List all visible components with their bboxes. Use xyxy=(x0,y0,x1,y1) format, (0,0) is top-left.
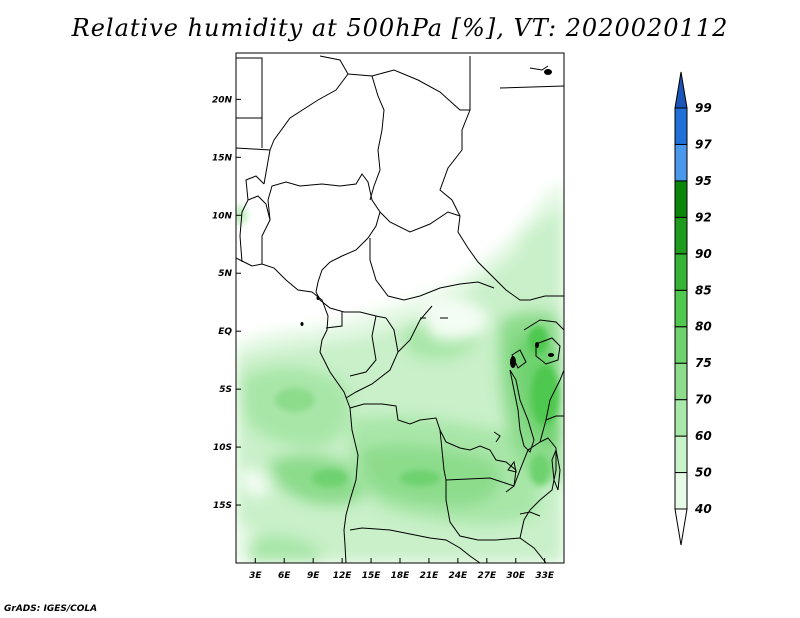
x-tick-label: 21E xyxy=(420,571,440,581)
colorbar-segment xyxy=(674,435,688,474)
colorbar-label: 85 xyxy=(695,283,712,297)
x-tick-label: 12E xyxy=(333,571,353,581)
colorbar-segment xyxy=(674,326,688,364)
colorbar-label: 97 xyxy=(695,137,712,151)
y-tick-label: EQ xyxy=(218,327,232,337)
colorbar-segment xyxy=(674,180,688,218)
x-tick-label: 24E xyxy=(449,571,469,581)
colorbar-segment xyxy=(674,71,688,109)
colorbar-label: 70 xyxy=(695,393,712,407)
colorbar-label: 75 xyxy=(695,356,712,370)
y-tick-label: 10S xyxy=(213,443,232,453)
y-tick-label: 15N xyxy=(212,153,233,163)
x-axis: 3E 6E 9E 12E 15E 18E 21E 24E 27E 30E 33E xyxy=(249,558,555,581)
x-tick-label: 3E xyxy=(249,571,262,581)
colorbar-label: 80 xyxy=(695,320,712,334)
colorbar-segment xyxy=(674,216,688,255)
colorbar-label: 50 xyxy=(695,466,712,480)
colorbar-segment xyxy=(674,107,688,145)
country-borders xyxy=(236,55,564,563)
colorbar-label: 95 xyxy=(695,174,712,188)
y-tick-label: 20N xyxy=(212,95,233,105)
y-tick-label: 15S xyxy=(213,501,232,511)
y-tick-label: 10N xyxy=(212,211,233,221)
colorbar-label: 60 xyxy=(695,429,712,443)
colorbar-segment xyxy=(674,508,688,546)
x-tick-label: 18E xyxy=(391,571,411,581)
grads-credit: GrADS: IGES/COLA xyxy=(4,604,98,614)
colorbar-segment xyxy=(674,362,688,401)
colorbar-segment xyxy=(674,472,688,510)
x-tick-label: 30E xyxy=(506,571,526,581)
colorbar-segment xyxy=(674,253,688,291)
colorbar-segment xyxy=(674,399,688,437)
colorbar: 40 50 60 70 75 80 85 90 92 95 97 99 xyxy=(674,71,712,546)
colorbar-label: 40 xyxy=(694,502,712,516)
colorbar-segment xyxy=(674,289,688,328)
y-axis: 20N 15N 10N 5N EQ 5S 10S 15S xyxy=(212,95,241,511)
x-tick-label: 27E xyxy=(477,571,497,581)
y-tick-label: 5S xyxy=(219,385,232,395)
colorbar-label: 99 xyxy=(695,101,712,115)
lakes xyxy=(300,69,554,368)
colorbar-segment xyxy=(674,143,688,182)
x-tick-label: 9E xyxy=(307,571,320,581)
x-tick-label: 15E xyxy=(362,571,382,581)
colorbar-label: 92 xyxy=(695,210,712,224)
map-title: Relative humidity at 500hPa [%], VT: 202… xyxy=(71,14,729,42)
colorbar-label: 90 xyxy=(695,247,712,261)
y-tick-label: 5N xyxy=(218,269,232,279)
x-tick-label: 33E xyxy=(535,571,555,581)
x-tick-label: 6E xyxy=(278,571,291,581)
humidity-field xyxy=(236,53,564,563)
